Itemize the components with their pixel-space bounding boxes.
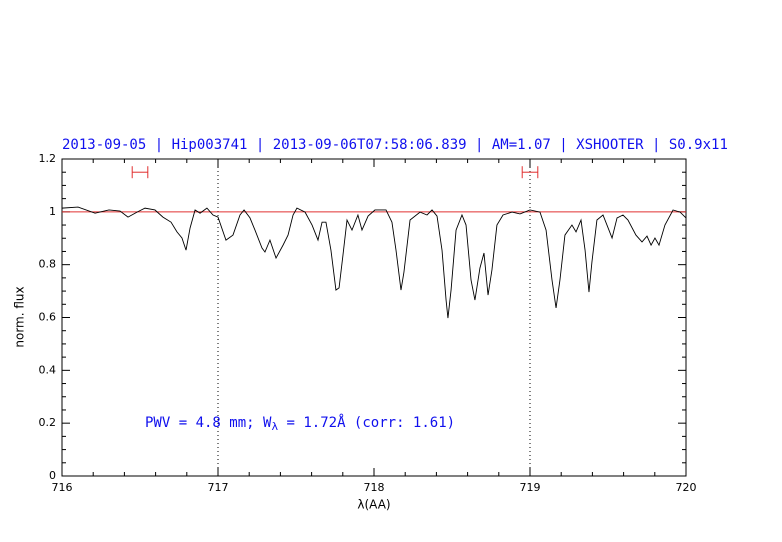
chart-title: 2013-09-05 | Hip003741 | 2013-09-06T07:5… <box>62 137 728 153</box>
spectrum-line <box>61 206 687 319</box>
y-tick-label: 0 <box>49 469 56 482</box>
y-tick-label: 0.6 <box>39 311 57 324</box>
continuum-window <box>131 166 149 179</box>
x-axis-label: λ(AA) <box>357 498 390 512</box>
x-tick-label: 720 <box>676 481 697 494</box>
annotation-subscript: λ <box>271 420 278 433</box>
y-tick-label: 0.4 <box>39 363 57 376</box>
annotation: PWV = 4.8 mm; Wλ = 1.72Å (corr: 1.61) <box>145 414 455 433</box>
x-tick-label: 718 <box>364 481 385 494</box>
annotation-text: = 1.72Å (corr: 1.61) <box>278 414 455 431</box>
y-axis-label: norm. flux <box>13 286 27 347</box>
x-tick-label: 717 <box>208 481 229 494</box>
x-tick-label: 719 <box>520 481 541 494</box>
y-tick-label: 0.8 <box>39 258 57 271</box>
annotation-text: PWV = 4.8 mm; W <box>145 415 272 431</box>
y-tick-label: 0.2 <box>39 416 57 429</box>
continuum-window <box>521 166 539 179</box>
y-tick-label: 1.2 <box>39 152 57 165</box>
y-tick-label: 1 <box>49 205 56 218</box>
x-tick-label: 716 <box>52 481 73 494</box>
